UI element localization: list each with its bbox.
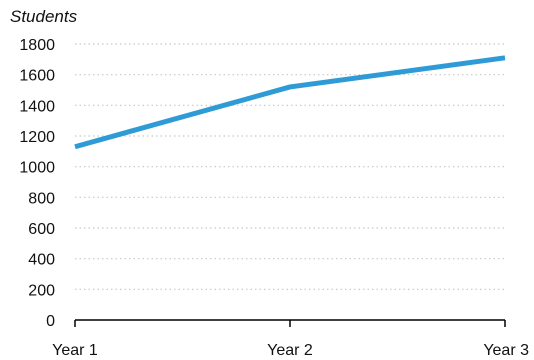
y-tick-label: 1200 <box>19 129 55 146</box>
x-axis: Year 1 Year 2 Year 3 <box>52 319 529 359</box>
y-tick-label: 400 <box>28 252 55 269</box>
y-tick-label: 1600 <box>19 68 55 85</box>
y-axis-title: Students <box>10 7 78 26</box>
x-tick-label: Year 3 <box>483 342 529 359</box>
y-tick-label: 600 <box>28 221 55 238</box>
y-tick-label: 1000 <box>19 160 55 177</box>
y-tick-label: 800 <box>28 190 55 207</box>
y-axis-ticks: 0 200 400 600 800 1000 1200 1400 1600 1800 <box>19 37 55 330</box>
y-tick-label: 1800 <box>19 37 55 54</box>
y-tick-label: 0 <box>46 313 55 330</box>
series-group <box>74 55 506 150</box>
x-tick-label: Year 2 <box>267 342 313 359</box>
y-tick-label: 1400 <box>19 98 55 115</box>
series-line <box>74 55 506 150</box>
gridlines <box>75 43 505 290</box>
y-tick-label: 200 <box>28 282 55 299</box>
x-tick-label: Year 1 <box>52 342 98 359</box>
